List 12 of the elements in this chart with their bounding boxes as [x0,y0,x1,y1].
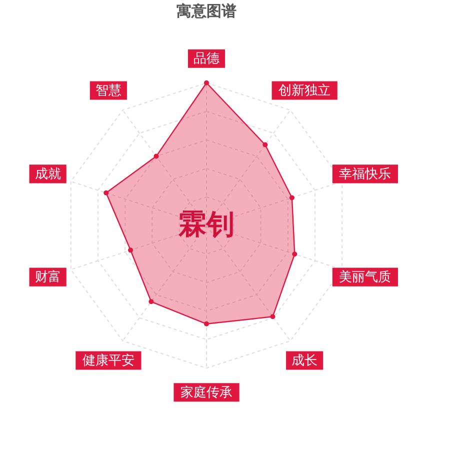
spoke-label: 品德 [194,52,220,67]
text: 霖钊 [178,208,234,240]
spoke-label: 家庭传承 [180,384,232,400]
chart-title: 寓意图谱 [176,2,236,20]
spoke-label: 美丽气质 [339,269,392,286]
spoke-label: 创新独立 [278,82,331,99]
spoke-label: 智慧 [95,84,122,99]
spoke-label: 幸福快乐 [339,166,392,182]
spoke-label: 财富 [34,269,61,286]
spoke-label: 成就 [34,166,61,182]
spoke-label: 成长 [292,353,318,368]
spoke-label: 健康平安 [82,352,134,368]
